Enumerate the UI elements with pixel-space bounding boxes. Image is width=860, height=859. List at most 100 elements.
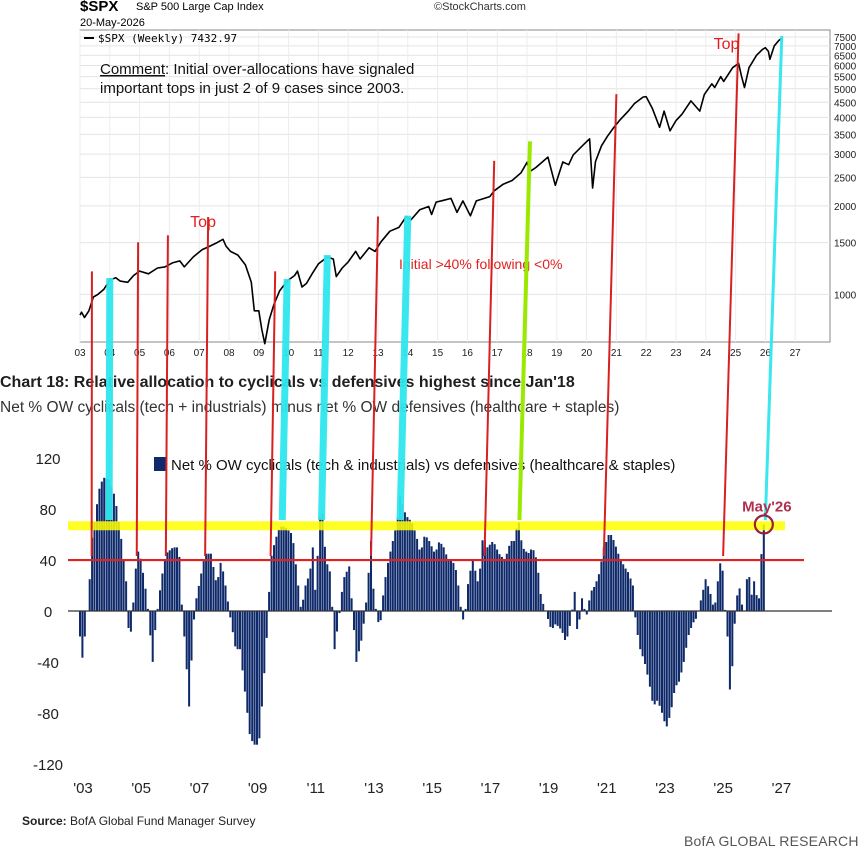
bar bbox=[631, 585, 634, 611]
legend-swatch bbox=[154, 457, 166, 471]
bar bbox=[619, 559, 622, 611]
bar bbox=[462, 611, 465, 620]
y-tick-label: 5000 bbox=[834, 85, 857, 96]
bar bbox=[236, 611, 239, 650]
bar bbox=[571, 609, 574, 611]
x-tick-label: 11 bbox=[313, 348, 324, 359]
bar bbox=[554, 611, 557, 625]
bar bbox=[430, 546, 433, 611]
bar bbox=[622, 564, 625, 611]
bar bbox=[675, 611, 678, 686]
bar bbox=[425, 537, 428, 611]
bar bbox=[513, 541, 516, 611]
legend-label: $SPX (Weekly) 7432.97 bbox=[98, 32, 237, 45]
bar bbox=[559, 611, 562, 629]
bar bbox=[515, 528, 518, 611]
bar bbox=[476, 581, 479, 611]
y-tick-label: 2000 bbox=[834, 202, 857, 213]
bar bbox=[733, 611, 736, 624]
bar bbox=[585, 611, 588, 615]
x-tick-label: 23 bbox=[670, 348, 682, 359]
bar bbox=[665, 611, 668, 727]
bar bbox=[597, 574, 600, 611]
bar bbox=[234, 611, 237, 647]
bar bbox=[745, 579, 748, 611]
x-tick-label: 08 bbox=[223, 348, 235, 359]
chart18-subtitle: Net % OW cyclicals (tech + industrials) … bbox=[0, 399, 620, 416]
bar bbox=[98, 488, 101, 611]
y-tick-label: 4500 bbox=[834, 98, 857, 109]
bar bbox=[326, 564, 329, 611]
x-tick-label: '03 bbox=[73, 780, 93, 797]
bar bbox=[270, 555, 273, 611]
bar bbox=[639, 611, 642, 650]
legend-label: Net % OW cyclicals (tech & industrials) … bbox=[171, 457, 675, 474]
bar bbox=[743, 611, 746, 612]
x-tick-label: 17 bbox=[492, 348, 504, 359]
y-tick-label: -40 bbox=[37, 655, 59, 672]
bar bbox=[316, 555, 319, 611]
bar bbox=[593, 587, 596, 611]
bar bbox=[726, 611, 729, 637]
bar bbox=[484, 540, 487, 611]
bar bbox=[600, 561, 603, 611]
bar bbox=[702, 589, 705, 611]
bar bbox=[488, 544, 491, 611]
bar bbox=[396, 517, 399, 611]
bar bbox=[685, 611, 688, 648]
bar bbox=[539, 594, 542, 611]
bar bbox=[750, 594, 753, 611]
bar bbox=[343, 577, 346, 611]
x-tick-label: 14 bbox=[402, 348, 414, 359]
y-tick-label: 2500 bbox=[834, 173, 857, 184]
bar bbox=[459, 606, 462, 611]
bar bbox=[525, 551, 528, 611]
y-tick-label: 3000 bbox=[834, 150, 857, 161]
bar bbox=[265, 611, 268, 638]
bofa-brand: BofA GLOBAL RESEARCH bbox=[684, 833, 859, 849]
bar bbox=[125, 581, 128, 611]
bar bbox=[86, 611, 89, 612]
bar bbox=[379, 611, 382, 621]
x-tick-label: 04 bbox=[104, 348, 116, 359]
bar bbox=[612, 540, 615, 611]
bar bbox=[581, 598, 584, 611]
bar bbox=[166, 552, 169, 611]
bar bbox=[362, 611, 365, 624]
bar bbox=[331, 606, 334, 611]
x-tick-label: 06 bbox=[164, 348, 176, 359]
bar bbox=[634, 611, 637, 618]
bar bbox=[268, 591, 271, 611]
bar bbox=[496, 549, 499, 611]
y-tick-label: 5500 bbox=[834, 73, 857, 84]
bar bbox=[171, 548, 174, 611]
bar bbox=[292, 543, 295, 611]
bar bbox=[81, 611, 84, 658]
bar bbox=[498, 554, 501, 611]
bar bbox=[370, 541, 373, 611]
bar bbox=[127, 611, 130, 628]
bar bbox=[680, 611, 683, 673]
bar bbox=[471, 560, 474, 611]
y-tick-label: 1500 bbox=[834, 239, 857, 250]
bar bbox=[588, 600, 591, 611]
bar bbox=[345, 571, 348, 611]
bar bbox=[195, 598, 198, 611]
bar bbox=[299, 606, 302, 611]
bar bbox=[251, 611, 254, 742]
bar bbox=[217, 577, 220, 611]
bar bbox=[287, 530, 290, 611]
bar bbox=[231, 611, 234, 633]
bar bbox=[644, 611, 647, 664]
bar bbox=[678, 611, 681, 682]
bar bbox=[607, 535, 610, 611]
y-tick-label: 120 bbox=[35, 451, 60, 468]
bar bbox=[668, 611, 671, 718]
stockcharts-credit: ©StockCharts.com bbox=[434, 1, 526, 13]
bar bbox=[294, 564, 297, 611]
bar bbox=[139, 558, 142, 611]
bar bbox=[741, 604, 744, 611]
bar bbox=[564, 611, 567, 640]
bar bbox=[161, 573, 164, 611]
x-tick-label: 07 bbox=[194, 348, 206, 359]
